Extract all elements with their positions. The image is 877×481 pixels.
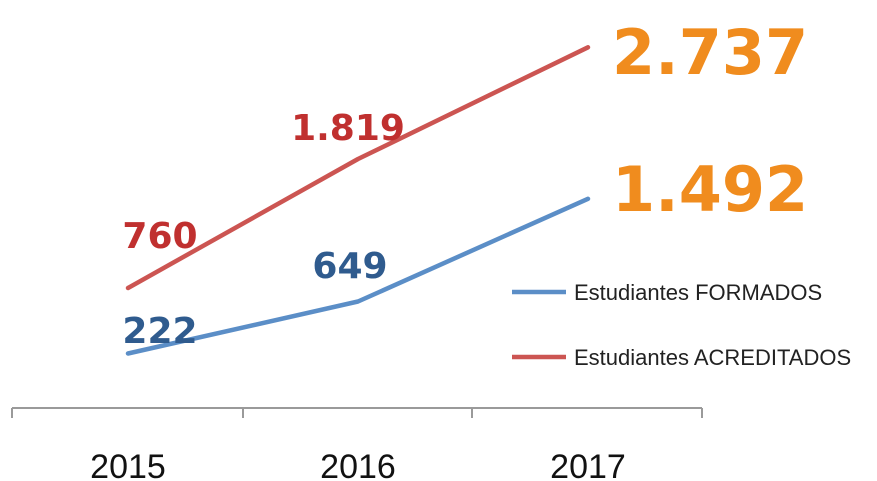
data-label: 1.819 xyxy=(291,108,405,149)
x-tick-label: 2016 xyxy=(320,448,396,481)
data-label: 2.737 xyxy=(612,16,808,89)
data-label: 1.492 xyxy=(612,153,808,226)
data-label: 649 xyxy=(312,246,387,287)
legend: Estudiantes FORMADOS Estudiantes ACREDITA… xyxy=(512,280,851,370)
data-labels: 760 1.819 2.737 222 649 1.492 xyxy=(122,16,808,352)
x-tick-label: 2015 xyxy=(90,448,166,481)
x-axis-ticks: 2015 2016 2017 xyxy=(11,408,703,481)
x-tick-label: 2017 xyxy=(550,448,626,481)
data-label: 222 xyxy=(122,311,197,352)
series-line-formados xyxy=(125,196,591,356)
legend-label: Estudiantes FORMADOS xyxy=(574,280,822,305)
data-label: 760 xyxy=(122,216,197,257)
legend-label: Estudiantes ACREDITADOS xyxy=(574,345,851,370)
series-line-acreditados xyxy=(125,45,591,291)
series-lines xyxy=(125,45,591,356)
